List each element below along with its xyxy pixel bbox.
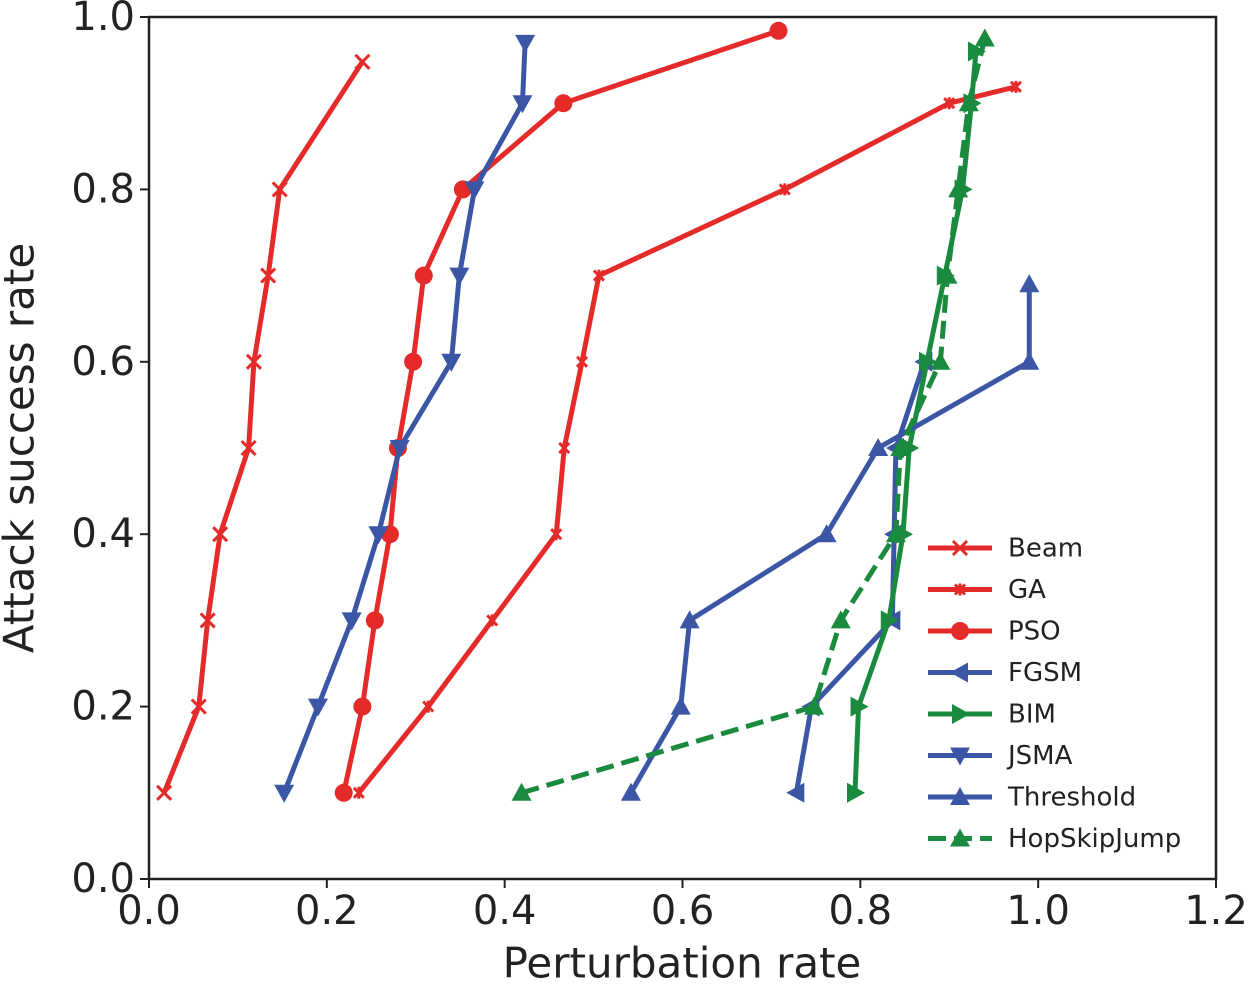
legend-label: JSMA — [1006, 741, 1073, 771]
data-point — [274, 784, 295, 803]
data-point — [341, 612, 362, 631]
data-point — [354, 53, 371, 70]
y-tick-label: 0.8 — [71, 166, 135, 212]
data-point — [670, 696, 691, 715]
data-point — [620, 782, 641, 801]
y-axis-label: Attack success rate — [0, 243, 44, 653]
data-point — [365, 611, 384, 630]
legend-marker — [950, 662, 968, 683]
data-point — [958, 93, 979, 112]
legend-label: GA — [1008, 575, 1046, 605]
legend-marker — [950, 787, 970, 805]
series-line — [852, 51, 979, 793]
data-point — [575, 355, 589, 368]
series-line — [356, 84, 1017, 795]
data-point — [943, 97, 956, 110]
data-point — [1019, 274, 1040, 293]
data-point — [786, 782, 805, 803]
x-tick-label: 0.8 — [829, 888, 893, 934]
series-line — [281, 42, 528, 794]
data-point — [769, 21, 788, 40]
data-point — [240, 439, 257, 457]
data-point — [449, 267, 470, 286]
data-point — [441, 353, 462, 372]
data-point — [414, 266, 433, 285]
data-point — [816, 524, 837, 543]
data-point — [974, 28, 995, 47]
y-tick-label: 0.0 — [71, 856, 135, 902]
y-tick-label: 0.2 — [71, 684, 135, 730]
data-point — [245, 353, 262, 370]
x-axis-label: Perturbation rate — [503, 939, 862, 988]
legend-marker — [951, 622, 969, 640]
legend-label: BIM — [1008, 700, 1056, 730]
data-point — [804, 696, 825, 715]
legend-marker — [950, 747, 970, 766]
data-point — [190, 698, 207, 715]
legend-label: HopSkipJump — [1008, 824, 1181, 854]
legend-marker — [952, 704, 970, 724]
data-point — [352, 786, 365, 799]
data-point — [199, 612, 216, 629]
data-point — [156, 784, 173, 801]
data-point — [846, 782, 865, 803]
data-point — [512, 95, 533, 114]
data-point — [890, 438, 911, 456]
data-point — [389, 440, 410, 458]
data-point — [486, 614, 499, 627]
data-point — [353, 697, 372, 716]
series-line — [161, 60, 365, 794]
data-point — [948, 179, 969, 198]
series-line — [793, 361, 927, 794]
legend-marker — [950, 828, 970, 847]
y-tick-label: 1.0 — [71, 0, 135, 40]
legend-label: PSO — [1008, 617, 1061, 647]
data-point — [1009, 80, 1023, 93]
x-tick-label: 0.2 — [295, 888, 359, 934]
data-point — [919, 351, 938, 372]
data-point — [212, 526, 229, 543]
data-point — [967, 41, 986, 62]
series-line — [520, 37, 988, 796]
data-point — [679, 610, 700, 629]
data-point — [778, 183, 791, 196]
x-tick-label: 1.0 — [1006, 888, 1070, 934]
legend-marker — [953, 583, 967, 596]
data-point — [850, 696, 869, 717]
legend-label: Beam — [1008, 534, 1083, 564]
legend-label: FGSM — [1008, 658, 1082, 688]
data-point — [1019, 351, 1040, 370]
data-point — [554, 94, 573, 113]
x-tick-label: 0.6 — [651, 888, 715, 934]
legend-label: Threshold — [1007, 783, 1136, 813]
x-tick-label: 0.4 — [473, 888, 537, 934]
data-point — [260, 267, 277, 284]
data-point — [404, 352, 423, 371]
data-point — [868, 438, 889, 456]
data-point — [885, 524, 906, 543]
data-point — [830, 610, 851, 629]
data-point — [880, 610, 899, 631]
data-point — [307, 698, 328, 717]
data-point — [515, 34, 536, 53]
series-line — [341, 28, 780, 794]
data-point — [464, 181, 485, 200]
x-tick-label: 1.2 — [1184, 888, 1248, 934]
data-point — [334, 783, 353, 802]
data-point — [930, 351, 951, 370]
data-point — [550, 528, 563, 541]
data-point — [558, 441, 571, 455]
data-point — [368, 526, 389, 545]
y-tick-label: 0.4 — [71, 511, 135, 557]
data-point — [422, 700, 435, 713]
x-tick-label: 0.0 — [117, 888, 181, 934]
legend-marker — [951, 539, 969, 557]
data-point — [271, 181, 288, 198]
data-point — [592, 269, 605, 282]
data-point — [937, 265, 958, 284]
y-tick-label: 0.6 — [71, 339, 135, 385]
data-point — [511, 782, 532, 801]
